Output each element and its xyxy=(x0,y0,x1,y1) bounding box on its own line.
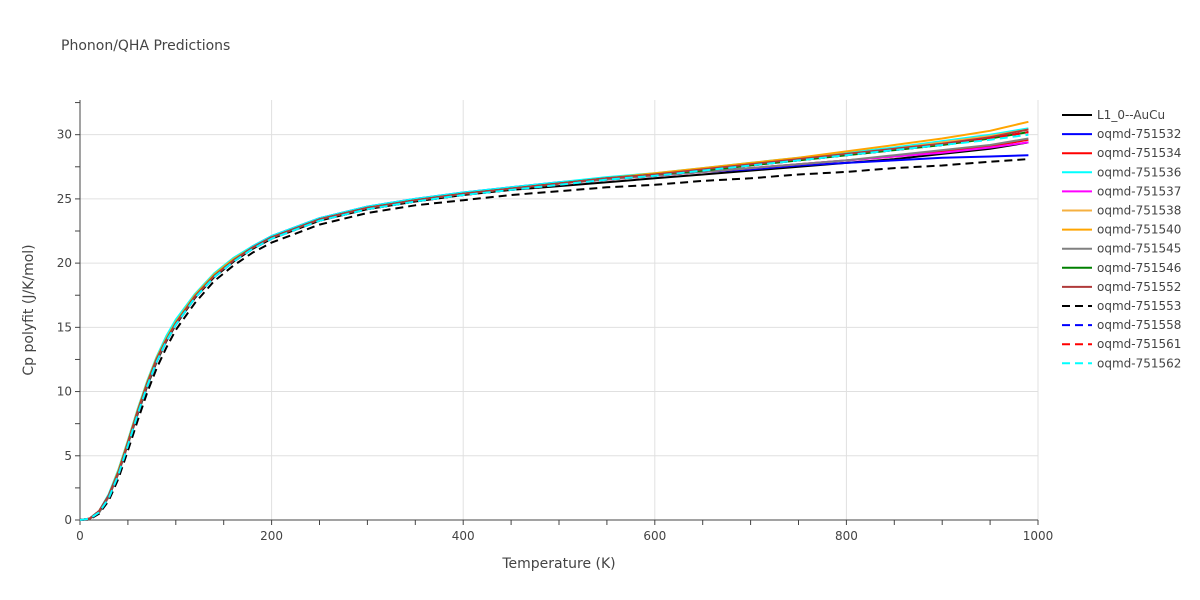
y-tick-label: 25 xyxy=(57,192,72,206)
series-line-oqmd-751553 xyxy=(79,158,1029,521)
legend-item-oqmd-751532[interactable]: oqmd-751532 xyxy=(1062,127,1181,141)
legend-item-oqmd-751540[interactable]: oqmd-751540 xyxy=(1062,223,1181,237)
y-tick-label: 5 xyxy=(64,449,72,463)
y-tick-label: 20 xyxy=(57,256,72,270)
series-line-oqmd-751562 xyxy=(79,133,1029,521)
y-tick-label: 0 xyxy=(64,513,72,527)
x-tick-label: 600 xyxy=(643,529,666,543)
x-tick-label: 200 xyxy=(260,529,283,543)
y-tick-label: 15 xyxy=(57,320,72,334)
legend-label: oqmd-751532 xyxy=(1097,127,1181,141)
legend-label: oqmd-751545 xyxy=(1097,242,1181,256)
legend-item-oqmd-751545[interactable]: oqmd-751545 xyxy=(1062,242,1181,256)
x-tick-label: 0 xyxy=(76,529,84,543)
legend-item-oqmd-751534[interactable]: oqmd-751534 xyxy=(1062,146,1181,160)
y-axis-title: Cp polyfit (J/K/mol) xyxy=(21,244,37,375)
legend-label: oqmd-751537 xyxy=(1097,184,1181,198)
legend-label: oqmd-751558 xyxy=(1097,318,1181,332)
legend-item-l1-0-aucu[interactable]: L1_0--AuCu xyxy=(1062,108,1165,122)
legend-item-oqmd-751546[interactable]: oqmd-751546 xyxy=(1062,261,1181,275)
x-tick-label: 400 xyxy=(452,529,475,543)
legend-label: oqmd-751552 xyxy=(1097,280,1181,294)
axes xyxy=(75,100,1039,525)
legend-label: oqmd-751540 xyxy=(1097,223,1181,237)
legend-item-oqmd-751553[interactable]: oqmd-751553 xyxy=(1062,299,1181,313)
legend-label: L1_0--AuCu xyxy=(1097,108,1165,122)
grid xyxy=(80,100,1039,520)
legend-item-oqmd-751536[interactable]: oqmd-751536 xyxy=(1062,165,1181,179)
legend-item-oqmd-751558[interactable]: oqmd-751558 xyxy=(1062,318,1181,332)
legend-label: oqmd-751546 xyxy=(1097,261,1181,275)
legend[interactable]: L1_0--AuCu oqmd-751532 oqmd-751534 oqmd-751… xyxy=(1062,108,1181,370)
legend-item-oqmd-751538[interactable]: oqmd-751538 xyxy=(1062,204,1181,218)
x-axis-title: Temperature (K) xyxy=(501,556,615,572)
legend-label: oqmd-751534 xyxy=(1097,146,1181,160)
x-tick-label: 1000 xyxy=(1023,529,1054,543)
legend-label: oqmd-751561 xyxy=(1097,337,1181,351)
legend-item-oqmd-751552[interactable]: oqmd-751552 xyxy=(1062,280,1181,294)
legend-label: oqmd-751562 xyxy=(1097,356,1181,370)
y-tick-label: 10 xyxy=(57,385,72,399)
legend-label: oqmd-751553 xyxy=(1097,299,1181,313)
series-lines xyxy=(79,120,1029,521)
series-line-oqmd-751552 xyxy=(79,128,1029,521)
x-tick-label: 800 xyxy=(835,529,858,543)
legend-item-oqmd-751562[interactable]: oqmd-751562 xyxy=(1062,356,1181,370)
y-tick-label: 30 xyxy=(57,128,72,142)
chart-title: Phonon/QHA Predictions xyxy=(61,38,230,54)
tick-labels: 0 200 400 600 800 1000 0 5 10 15 20 25 30 xyxy=(57,128,1054,543)
legend-item-oqmd-751537[interactable]: oqmd-751537 xyxy=(1062,184,1181,198)
legend-item-oqmd-751561[interactable]: oqmd-751561 xyxy=(1062,337,1181,351)
legend-label: oqmd-751536 xyxy=(1097,165,1181,179)
legend-label: oqmd-751538 xyxy=(1097,204,1181,218)
